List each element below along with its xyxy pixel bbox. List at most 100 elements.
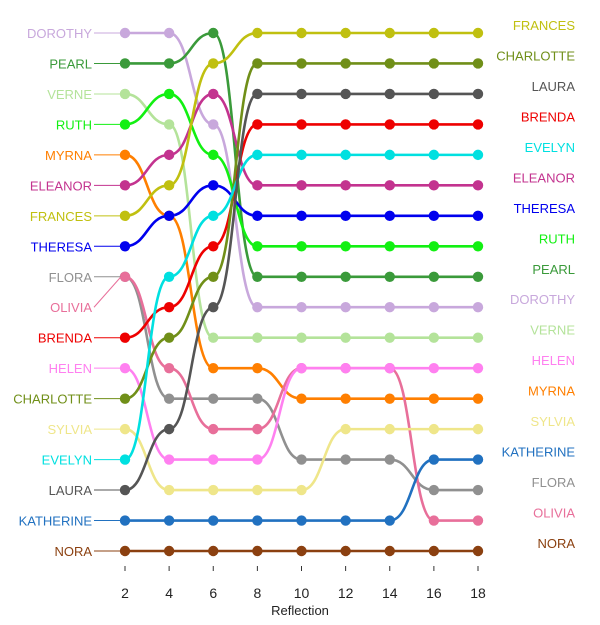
point-sylvia-8 [252, 484, 263, 496]
point-katherine-18 [472, 454, 484, 465]
left-label-flora: FLORA [49, 270, 93, 285]
point-dorothy-6 [208, 119, 219, 130]
point-helen-14 [384, 362, 395, 374]
point-eleanor-4 [163, 149, 175, 161]
point-laura-12 [340, 88, 351, 100]
right-label-eleanor: ELEANOR [513, 170, 575, 185]
point-nora-18 [472, 545, 484, 557]
point-laura-8 [252, 88, 263, 100]
point-brenda-2 [119, 332, 131, 343]
series-line-dorothy [125, 31, 478, 309]
point-evelyn-10 [296, 149, 307, 161]
point-evelyn-14 [384, 149, 395, 161]
point-nora-2 [119, 545, 131, 557]
point-pearl-16 [428, 271, 440, 282]
point-katherine-8 [252, 515, 263, 526]
x-axis-ticks: 2 4 6 8 10 12 14 16 18 [121, 566, 486, 601]
right-label-katherine: KATHERINE [502, 445, 576, 460]
point-verne-18 [472, 332, 484, 343]
right-label-myrna: MYRNA [528, 384, 575, 399]
point-theresa-8 [252, 210, 263, 222]
point-olivia-4 [163, 362, 175, 374]
point-brenda-12 [340, 119, 351, 130]
point-charlotte-14 [384, 58, 395, 69]
point-brenda-14 [384, 119, 395, 130]
point-theresa-4 [163, 210, 175, 222]
point-frances-6 [208, 58, 219, 69]
point-katherine-6 [208, 515, 219, 526]
point-nora-10 [296, 545, 307, 557]
point-ruth-6 [208, 149, 219, 161]
point-sylvia-4 [163, 484, 175, 496]
series-line-frances [124, 31, 478, 218]
point-verne-6 [208, 332, 219, 343]
point-katherine-4 [163, 515, 175, 526]
point-laura-2 [119, 484, 131, 496]
point-frances-18 [472, 27, 484, 39]
series-line-evelyn [124, 153, 478, 461]
point-dorothy-8 [252, 302, 263, 313]
point-evelyn-6 [208, 210, 219, 222]
point-verne-2 [119, 88, 131, 100]
point-brenda-10 [296, 119, 307, 130]
right-label-olivia: OLIVIA [533, 506, 575, 521]
point-sylvia-12 [340, 423, 351, 435]
point-nora-6 [208, 545, 219, 557]
right-label-sylvia: SYLVIA [530, 414, 575, 429]
point-helen-16 [428, 362, 440, 374]
right-label-nora: NORA [537, 536, 575, 551]
point-evelyn-8 [252, 149, 263, 161]
point-verne-16 [428, 332, 440, 343]
point-olivia-18 [472, 515, 484, 526]
point-evelyn-4 [163, 271, 175, 282]
point-flora-4 [163, 393, 175, 404]
left-label-sylvia: SYLVIA [47, 422, 92, 437]
right-label-ruth: RUTH [539, 231, 575, 246]
right-label-theresa: THERESA [514, 201, 576, 216]
left-label-laura: LAURA [49, 483, 93, 498]
right-label-laura: LAURA [532, 79, 576, 94]
left-label-charlotte: CHARLOTTE [13, 392, 92, 407]
left-label-brenda: BRENDA [38, 331, 93, 346]
left-label-frances: FRANCES [30, 209, 92, 224]
left-labels: DOROTHY PEARL VERNE RUTH MYRNA ELEANOR FRANCES… [13, 26, 122, 559]
point-charlotte-4 [163, 332, 175, 343]
point-pearl-10 [296, 271, 307, 282]
series-line-ruth [124, 92, 478, 248]
point-theresa-16 [428, 210, 440, 222]
point-evelyn-16 [428, 149, 440, 161]
series-line-helen [124, 366, 478, 461]
point-olivia-16 [428, 515, 440, 526]
right-label-charlotte: CHARLOTTE [496, 48, 575, 63]
point-nora-12 [340, 545, 351, 557]
right-label-evelyn: EVELYN [525, 140, 575, 155]
point-myrna-6 [208, 362, 219, 374]
point-dorothy-16 [428, 302, 440, 313]
point-frances-10 [296, 27, 307, 39]
point-pearl-2 [119, 58, 131, 69]
series-points [119, 27, 484, 557]
point-charlotte-2 [119, 393, 131, 404]
x-axis-title: Reflection [271, 603, 329, 618]
point-ruth-2 [119, 119, 131, 130]
series-line-pearl [125, 31, 478, 279]
point-frances-14 [384, 27, 395, 39]
x-tick-label-2: 2 [121, 585, 129, 601]
point-theresa-18 [472, 210, 484, 222]
point-charlotte-8 [252, 58, 263, 69]
point-dorothy-4 [163, 27, 175, 39]
point-ruth-8 [252, 241, 263, 252]
left-label-verne: VERNE [47, 87, 92, 102]
point-eleanor-6 [208, 88, 219, 100]
point-verne-12 [340, 332, 351, 343]
point-helen-12 [340, 362, 351, 374]
point-eleanor-2 [119, 180, 131, 191]
point-nora-4 [163, 545, 175, 557]
point-eleanor-10 [296, 180, 307, 191]
point-olivia-2 [119, 271, 131, 282]
right-label-pearl: PEARL [532, 262, 575, 277]
right-label-frances: FRANCES [513, 18, 575, 33]
series-line-verne [124, 92, 478, 340]
point-pearl-4 [163, 58, 175, 69]
point-charlotte-18 [472, 58, 484, 69]
